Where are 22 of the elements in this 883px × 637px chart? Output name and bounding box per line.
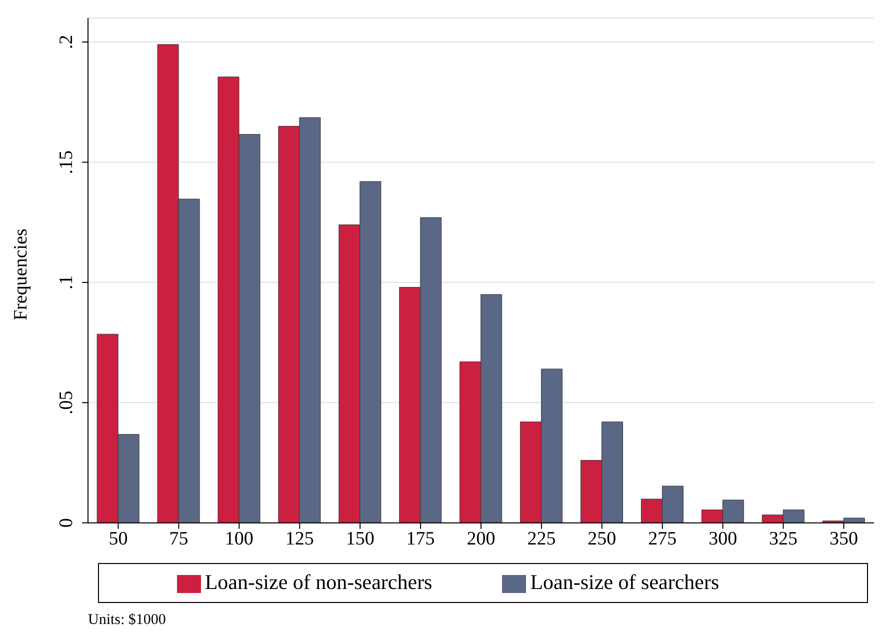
x-tick-label: 275	[648, 528, 677, 550]
x-tick-label: 300	[708, 528, 738, 550]
x-tick-label: 175	[406, 528, 435, 550]
x-tick-label: 325	[769, 528, 798, 550]
y-tick-label: .1	[56, 275, 77, 290]
x-tick-label: 250	[588, 528, 616, 550]
x-tick-label: 200	[466, 528, 496, 550]
x-tick-label: 225	[527, 528, 556, 550]
x-tick-label: 125	[285, 528, 314, 550]
text: Units: $1000	[88, 612, 167, 629]
x-tick-label: 50	[108, 528, 128, 550]
x-tick-label: 150	[346, 528, 374, 550]
legend-label: Loan-size of non-searchers	[204, 570, 432, 594]
legend-label: Loan-size of searchers	[530, 570, 720, 594]
x-tick-label: 100	[224, 528, 254, 550]
x-tick-label: 350	[830, 528, 858, 550]
y-tick-label: .05	[56, 390, 77, 414]
y-tick-label: 0	[56, 518, 77, 528]
y-tick-label: .2	[56, 34, 77, 50]
y-axis-title: Frequencies	[10, 228, 32, 320]
x-tick-label: 75	[169, 528, 188, 550]
y-tick-label: .15	[56, 150, 77, 174]
